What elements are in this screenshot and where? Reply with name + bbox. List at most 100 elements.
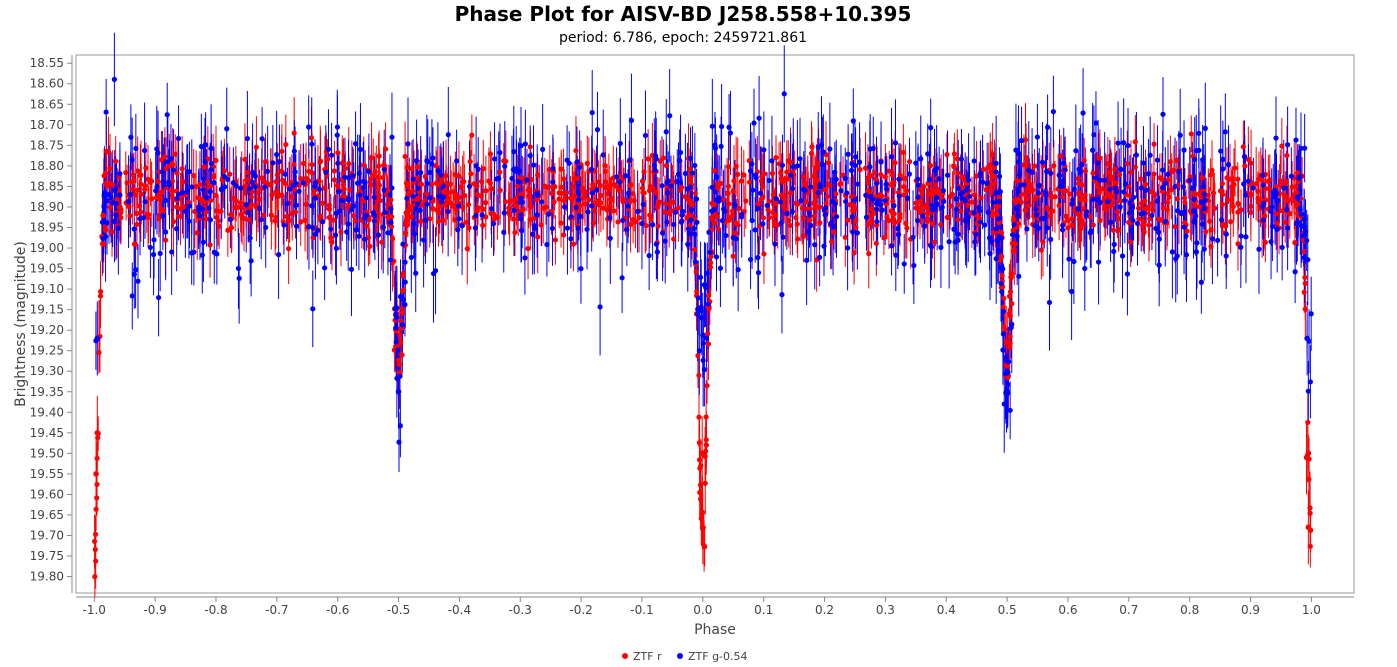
data-point [671, 236, 677, 242]
data-point [665, 178, 671, 184]
data-point [400, 297, 407, 303]
data-point [686, 212, 692, 218]
data-point [719, 218, 725, 224]
data-point [1000, 304, 1006, 310]
data-point [915, 176, 921, 182]
data-point [1049, 194, 1055, 200]
data-point [706, 306, 712, 312]
y-tick-label: 18.60 [30, 77, 64, 91]
data-point [640, 201, 646, 208]
data-point [842, 175, 848, 182]
data-point [397, 332, 403, 338]
data-point [1150, 207, 1156, 213]
data-point [1073, 148, 1079, 154]
data-point [154, 146, 160, 152]
y-tick-label: 19.25 [30, 344, 64, 358]
data-point [821, 206, 827, 213]
data-point [445, 132, 451, 138]
data-point [1293, 184, 1299, 190]
data-point [689, 170, 695, 176]
data-point [958, 208, 964, 214]
data-point [438, 172, 444, 178]
data-point [300, 180, 306, 186]
data-point [770, 191, 777, 198]
data-point [918, 186, 924, 192]
data-point [865, 221, 871, 227]
data-point [174, 195, 180, 201]
data-point [1277, 178, 1283, 184]
data-point [1136, 216, 1142, 222]
data-point [736, 205, 742, 212]
data-point [273, 189, 279, 195]
data-point [1132, 139, 1138, 145]
data-point [813, 176, 820, 182]
data-point [1121, 189, 1127, 195]
data-point [440, 194, 447, 200]
data-point [1201, 191, 1207, 197]
data-point [380, 224, 386, 230]
data-point [924, 218, 930, 224]
x-tick-label: -0.7 [265, 603, 288, 617]
data-point [1220, 156, 1226, 162]
data-point [655, 223, 661, 229]
data-point [829, 199, 835, 205]
x-axis: -1.0 -0.9 -0.8 -0.7 -0.6 -0.5 -0.4 -0.3 -0.2 -0.1… [76, 596, 1354, 617]
data-point [199, 206, 206, 212]
data-point [971, 158, 977, 164]
data-point [1160, 184, 1166, 191]
data-point [1138, 211, 1144, 217]
data-point [867, 173, 874, 179]
data-point [392, 305, 398, 311]
data-point [873, 240, 879, 246]
data-point [175, 135, 182, 142]
data-point [263, 224, 269, 231]
data-point [926, 176, 933, 183]
data-point [316, 186, 323, 192]
data-point [738, 178, 745, 184]
data-point [538, 222, 544, 228]
data-point [214, 251, 220, 257]
data-point [766, 214, 773, 221]
data-point [467, 158, 473, 165]
data-point [552, 184, 558, 190]
data-point [780, 234, 786, 240]
data-point [159, 189, 165, 195]
data-point [458, 184, 464, 190]
data-point [1023, 155, 1029, 161]
data-point [892, 140, 899, 146]
data-point [1292, 269, 1298, 275]
y-tick-label: 18.80 [30, 159, 64, 173]
data-point [133, 145, 139, 152]
data-point [913, 200, 919, 206]
data-point [732, 203, 738, 209]
data-point [928, 125, 934, 131]
data-point [110, 182, 116, 188]
data-point [769, 209, 776, 216]
data-point [735, 171, 741, 177]
data-point [747, 256, 754, 263]
data-point [1248, 209, 1254, 216]
data-point [1224, 197, 1231, 203]
data-point [147, 244, 154, 251]
data-point [602, 179, 609, 185]
y-tick-label: 18.95 [30, 220, 64, 234]
data-point [1171, 167, 1177, 173]
data-point [1044, 205, 1050, 211]
y-tick-label: 19.00 [30, 241, 64, 255]
data-point [373, 204, 379, 210]
data-point [1013, 205, 1019, 211]
data-point [558, 166, 564, 172]
data-point [584, 226, 590, 232]
data-point [809, 144, 815, 150]
data-point [501, 210, 507, 216]
data-point [760, 215, 767, 221]
data-point [1230, 203, 1236, 210]
data-point [987, 250, 993, 257]
data-point [1174, 196, 1181, 202]
data-point [1154, 157, 1161, 163]
x-tick-label: 0.4 [937, 603, 956, 617]
data-point [211, 174, 217, 180]
data-point [179, 166, 185, 172]
y-tick-label: 19.55 [30, 467, 64, 481]
data-point [779, 292, 785, 298]
